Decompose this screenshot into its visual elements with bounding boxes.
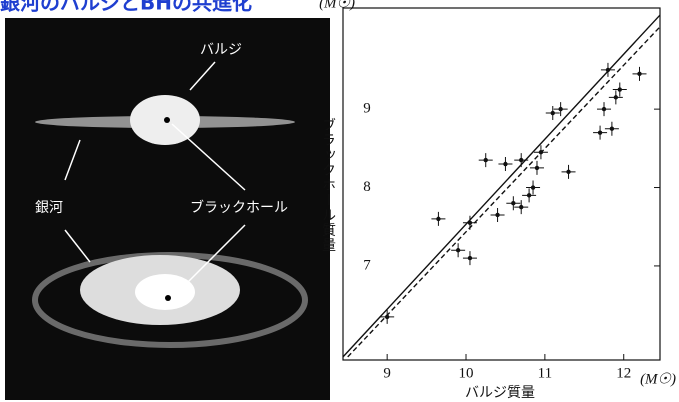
y-axis-label: ブラックホール質量 xyxy=(320,118,336,253)
point-dot xyxy=(566,170,570,174)
x-unit: (M☉) xyxy=(640,371,676,387)
point-dot xyxy=(511,201,515,205)
point-dot xyxy=(618,87,622,91)
point-dot xyxy=(468,256,472,260)
bulge-label: バルジ xyxy=(200,42,242,58)
y-tick-label: 9 xyxy=(363,101,371,117)
galaxy-label: 銀河 xyxy=(35,200,63,216)
point-dot xyxy=(468,221,472,225)
point-dot xyxy=(602,107,606,111)
point-dot xyxy=(551,111,555,115)
black-hole xyxy=(164,117,170,123)
point-dot xyxy=(436,217,440,221)
point-dot xyxy=(495,213,499,217)
y-tick-label: 8 xyxy=(363,179,371,195)
point-dot xyxy=(598,130,602,134)
scatter-chart: (M☉) (M☉) バルジ質量 ブラックホール質量 9 10 11 12 7 8 9 xyxy=(319,0,676,401)
point-dot xyxy=(531,185,535,189)
face-on-bulge xyxy=(135,274,195,310)
x-tick-label: 9 xyxy=(383,365,391,381)
point-dot xyxy=(606,68,610,72)
y-unit: (M☉) xyxy=(319,0,355,11)
x-tick-label: 12 xyxy=(616,365,631,381)
x-tick-label: 10 xyxy=(459,365,474,381)
point-dot xyxy=(558,107,562,111)
point-dot xyxy=(484,158,488,162)
fit-line xyxy=(348,27,660,357)
point-dot xyxy=(456,248,460,252)
point-dot xyxy=(637,72,641,76)
point-dot xyxy=(610,127,614,131)
page: 銀河のバルジとBHの共進化 バルジ 銀河 ブラックホール (M☉) (M☉) バ… xyxy=(0,0,679,402)
point-dot xyxy=(527,193,531,197)
point-dot xyxy=(519,205,523,209)
title: 銀河のバルジとBHの共進化 xyxy=(0,0,252,15)
point-dot xyxy=(539,150,543,154)
point-dot xyxy=(614,95,618,99)
bh-label: ブラックホール xyxy=(190,199,288,216)
plot-frame xyxy=(343,8,660,360)
point-dot xyxy=(503,162,507,166)
point-dot xyxy=(535,166,539,170)
illustration: バルジ 銀河 ブラックホール xyxy=(5,18,330,400)
x-axis-label: バルジ質量 xyxy=(465,385,535,401)
point-dot xyxy=(385,315,389,319)
fit-line xyxy=(343,15,660,357)
x-tick-label: 11 xyxy=(538,365,552,381)
black-hole xyxy=(165,295,171,301)
y-tick-label: 7 xyxy=(363,257,371,273)
point-dot xyxy=(519,158,523,162)
